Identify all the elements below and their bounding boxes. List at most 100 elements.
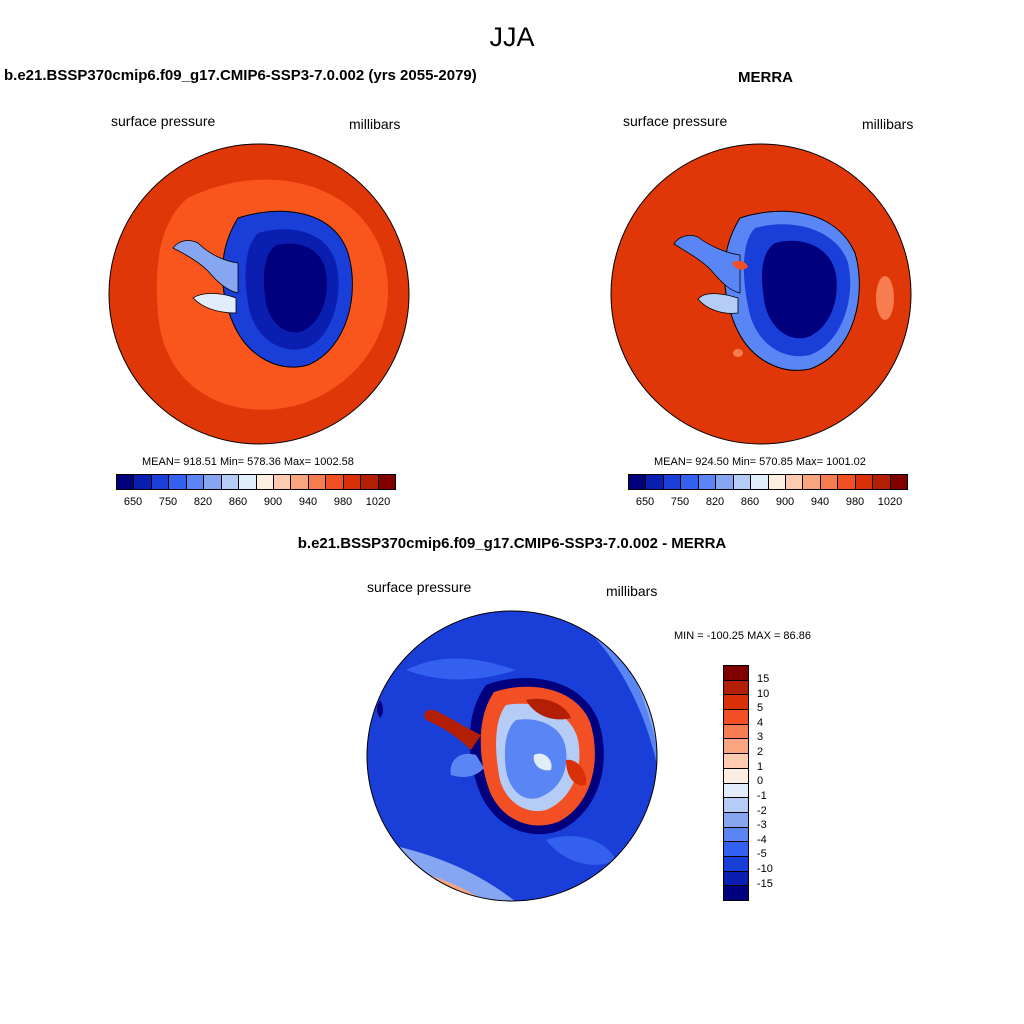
swatch bbox=[716, 475, 734, 489]
swatch bbox=[724, 842, 748, 857]
map-difference-surface-pressure bbox=[366, 610, 658, 902]
swatch bbox=[646, 475, 664, 489]
colorbar-tick: 900 bbox=[775, 496, 795, 508]
swatch bbox=[724, 798, 748, 813]
swatch bbox=[326, 475, 344, 489]
colorbar-tick: 650 bbox=[123, 496, 143, 508]
swatch bbox=[239, 475, 257, 489]
panel-title-merra: MERRA bbox=[738, 69, 793, 86]
swatch bbox=[221, 475, 240, 489]
colorbar-tick: 1 bbox=[757, 761, 764, 773]
colorbar-tick: 1020 bbox=[877, 496, 903, 508]
swatch bbox=[724, 783, 748, 799]
colorbar-tick: 10 bbox=[757, 688, 770, 700]
colorbar-model-swatches bbox=[116, 474, 396, 490]
colorbar-tick: 750 bbox=[670, 496, 690, 508]
panel-diff-variable-label: surface pressure bbox=[367, 579, 472, 595]
swatch bbox=[724, 724, 748, 740]
colorbar-difference: 15 10 5 4 3 2 1 0 -1 -2 -3 -4 -5 -10 -15 bbox=[723, 665, 773, 901]
colorbar-tick: -3 bbox=[757, 819, 767, 831]
swatch bbox=[169, 475, 187, 489]
panel-model-units-label: millibars bbox=[349, 116, 401, 132]
swatch bbox=[838, 475, 856, 489]
swatch bbox=[724, 871, 748, 887]
swatch bbox=[855, 475, 874, 489]
colorbar-tick: -10 bbox=[757, 863, 773, 875]
colorbar-tick: -5 bbox=[757, 848, 767, 860]
swatch bbox=[291, 475, 309, 489]
swatch bbox=[724, 666, 748, 681]
swatch bbox=[890, 475, 907, 489]
swatch bbox=[681, 475, 699, 489]
colorbar-tick: 750 bbox=[158, 496, 178, 508]
colorbar-difference-swatches bbox=[723, 665, 749, 901]
swatch bbox=[733, 475, 752, 489]
colorbar-tick: 4 bbox=[757, 717, 764, 729]
swatch bbox=[698, 475, 717, 489]
colorbar-merra-swatches bbox=[628, 474, 908, 490]
colorbar-tick: 1020 bbox=[365, 496, 391, 508]
swatch bbox=[724, 812, 748, 828]
colorbar-tick: 940 bbox=[810, 496, 830, 508]
colorbar-tick: 940 bbox=[298, 496, 318, 508]
swatch bbox=[785, 475, 804, 489]
colorbar-tick: 980 bbox=[333, 496, 353, 508]
swatch bbox=[378, 475, 395, 489]
colorbar-tick: 900 bbox=[263, 496, 283, 508]
swatch bbox=[117, 475, 135, 489]
colorbar-tick: -4 bbox=[757, 834, 767, 846]
swatch bbox=[361, 475, 379, 489]
colorbar-tick: -2 bbox=[757, 805, 767, 817]
swatch bbox=[663, 475, 682, 489]
colorbar-tick: 980 bbox=[845, 496, 865, 508]
colorbar-tick: 0 bbox=[757, 775, 764, 787]
swatch bbox=[724, 768, 748, 784]
colorbar-tick: 3 bbox=[757, 731, 764, 743]
swatch bbox=[724, 856, 748, 872]
swatch bbox=[273, 475, 292, 489]
swatch bbox=[134, 475, 152, 489]
figure-title: JJA bbox=[489, 22, 535, 52]
colorbar-tick: 820 bbox=[705, 496, 725, 508]
panel-title-model: b.e21.BSSP370cmip6.f09_g17.CMIP6-SSP3-7.… bbox=[4, 67, 477, 84]
swatch bbox=[768, 475, 786, 489]
colorbar-tick: -15 bbox=[757, 878, 773, 890]
colorbar-tick: 820 bbox=[193, 496, 213, 508]
swatch bbox=[204, 475, 222, 489]
swatch bbox=[308, 475, 327, 489]
colorbar-tick: 15 bbox=[757, 673, 770, 685]
swatch bbox=[820, 475, 839, 489]
stats-difference: MIN = -100.25 MAX = 86.86 bbox=[674, 630, 811, 642]
map-model-surface-pressure bbox=[108, 143, 410, 445]
swatch bbox=[724, 710, 748, 725]
colorbar-tick: 650 bbox=[635, 496, 655, 508]
colorbar-tick: -1 bbox=[757, 790, 767, 802]
panel-diff-units-label: millibars bbox=[606, 583, 658, 599]
swatch bbox=[151, 475, 170, 489]
panel-merra-units-label: millibars bbox=[862, 116, 914, 132]
panel-model-variable-label: surface pressure bbox=[111, 113, 216, 129]
swatch bbox=[751, 475, 769, 489]
swatch bbox=[724, 754, 748, 769]
stats-merra: MEAN= 924.50 Min= 570.85 Max= 1001.02 bbox=[654, 456, 866, 468]
swatch bbox=[629, 475, 647, 489]
map-merra-surface-pressure bbox=[610, 143, 912, 445]
swatch bbox=[724, 680, 748, 696]
colorbar-model: 650 750 820 860 900 940 980 1020 bbox=[116, 474, 396, 508]
stats-model: MEAN= 918.51 Min= 578.36 Max= 1002.58 bbox=[142, 456, 354, 468]
swatch bbox=[873, 475, 891, 489]
colorbar-merra: 650 750 820 860 900 940 980 1020 bbox=[628, 474, 908, 508]
colorbar-tick: 2 bbox=[757, 746, 764, 758]
swatch bbox=[724, 739, 748, 755]
colorbar-tick: 860 bbox=[740, 496, 760, 508]
colorbar-tick: 5 bbox=[757, 702, 764, 714]
panel-title-difference: b.e21.BSSP370cmip6.f09_g17.CMIP6-SSP3-7.… bbox=[297, 535, 727, 552]
swatch bbox=[724, 695, 748, 711]
swatch bbox=[724, 827, 748, 843]
swatch bbox=[186, 475, 205, 489]
colorbar-tick: 860 bbox=[228, 496, 248, 508]
swatch bbox=[803, 475, 821, 489]
swatch bbox=[724, 886, 748, 900]
panel-merra-variable-label: surface pressure bbox=[623, 113, 728, 129]
swatch bbox=[256, 475, 274, 489]
